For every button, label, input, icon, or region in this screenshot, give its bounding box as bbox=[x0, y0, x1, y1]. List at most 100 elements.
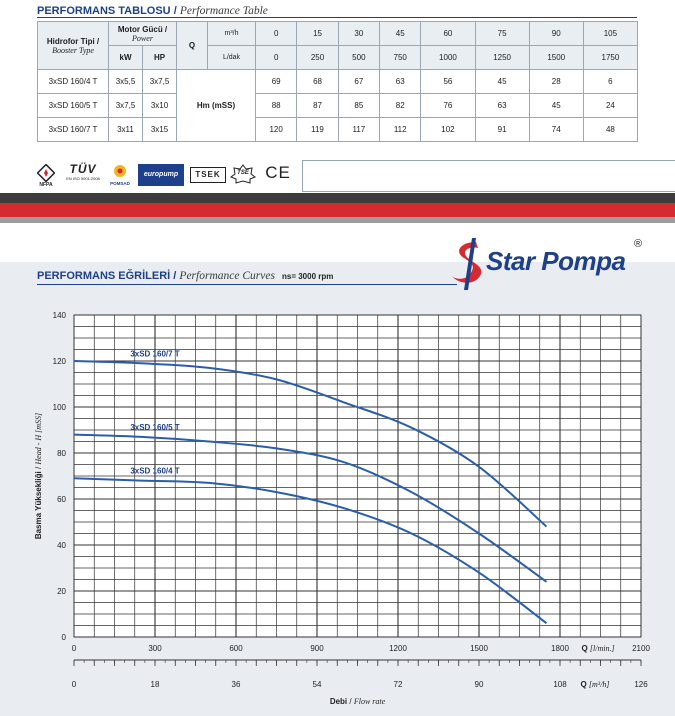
tsek-logo: TSEK bbox=[190, 167, 226, 183]
series-label: 3xSD 160/7 T bbox=[130, 349, 179, 358]
y-tick-label: 120 bbox=[53, 357, 67, 366]
row-head-cell: 76 bbox=[420, 93, 476, 118]
dark-band bbox=[0, 193, 675, 203]
row-head-cell: 91 bbox=[474, 117, 530, 142]
row-head-cell: 85 bbox=[337, 93, 381, 118]
y-tick-label: 80 bbox=[57, 449, 66, 458]
white-strip bbox=[0, 223, 675, 262]
info-box bbox=[302, 160, 675, 192]
x-tick-label-lmin: 600 bbox=[229, 644, 243, 653]
col-motor-power: Motor Gücü / Power bbox=[108, 21, 177, 46]
red-band bbox=[0, 203, 675, 217]
q-m3h-cell: 45 bbox=[379, 21, 422, 46]
row-head-cell: 56 bbox=[420, 69, 476, 94]
row-kw: 3x11 bbox=[108, 117, 143, 142]
table-header-row-1: Hidrofor Tipi / Booster Type Motor Gücü … bbox=[37, 21, 639, 70]
series-line bbox=[73, 433, 548, 583]
table-row: 3xSD 160/7 T 3x11 3x15 120 119 117 112 1… bbox=[37, 117, 639, 142]
x-tick-label-lmin: 900 bbox=[310, 644, 324, 653]
y-tick-label: 100 bbox=[53, 403, 67, 412]
row-head-cell: 69 bbox=[254, 69, 298, 94]
y-tick-label: 40 bbox=[57, 541, 66, 550]
star-pompa-logo: Star Pompa ® bbox=[446, 236, 646, 292]
q-m3h-cell: 75 bbox=[474, 21, 530, 46]
x-tick-label-m3h: 126 bbox=[634, 680, 648, 689]
x-tick-label-lmin: 1800 bbox=[551, 644, 569, 653]
ns-label: ns= 3000 rpm bbox=[281, 272, 334, 281]
row-head-cell: 117 bbox=[337, 117, 381, 142]
x-tick-label-lmin: 0 bbox=[72, 644, 77, 653]
x-tick-label-m3h: 72 bbox=[394, 680, 403, 689]
row-type: 3xSD 160/7 T bbox=[37, 117, 109, 142]
row-head-cell: 45 bbox=[528, 93, 584, 118]
x-tick-label-m3h: 108 bbox=[553, 680, 567, 689]
tuv-logo: TÜV EN ISO 9001:2008 bbox=[66, 162, 100, 181]
registered-mark: ® bbox=[634, 238, 643, 250]
x-tick-label-lmin: 300 bbox=[148, 644, 162, 653]
row-head-cell: 87 bbox=[296, 93, 339, 118]
x-tick-label-m3h: 90 bbox=[475, 680, 484, 689]
ce-logo: CE bbox=[265, 163, 291, 182]
x-tick-label-m3h: 36 bbox=[232, 680, 241, 689]
x-tick-label-lmin: 1200 bbox=[389, 644, 407, 653]
certification-logos: NFPA TÜV EN ISO 9001:2008 POMSAD europum… bbox=[30, 160, 305, 192]
y-tick-label: 60 bbox=[57, 495, 66, 504]
x-unit-m3h: Q [m³/h] bbox=[580, 680, 609, 689]
q-m3h-cell: 15 bbox=[296, 21, 339, 46]
x-unit-lmin: Q [l/min.] bbox=[581, 644, 614, 653]
series-label: 3xSD 160/4 T bbox=[130, 467, 179, 476]
star-pompa-swirl-icon bbox=[452, 238, 482, 290]
row-type: 3xSD 160/4 T bbox=[37, 69, 109, 94]
pomsad-icon bbox=[114, 165, 126, 177]
row-head-cell: 112 bbox=[379, 117, 422, 142]
row-hp: 3x10 bbox=[142, 93, 177, 118]
performance-table: Hidrofor Tipi / Booster Type Motor Gücü … bbox=[37, 21, 639, 142]
y-tick-label: 140 bbox=[53, 311, 67, 320]
row-kw: 3x5,5 bbox=[108, 69, 143, 94]
europump-logo: europump bbox=[138, 164, 184, 186]
series-label: 3xSD 160/5 T bbox=[130, 423, 179, 432]
table-row: 3xSD 160/4 T 3x5,5 3x7,5 Hm (mSS) 69 68 … bbox=[37, 69, 639, 142]
row-head-cell: 48 bbox=[582, 117, 639, 142]
performance-table-title: PERFORMANS TABLOSU / Performance Table bbox=[37, 5, 268, 17]
row-hp: 3x7,5 bbox=[142, 69, 177, 94]
hm-label: Hm (mSS) bbox=[176, 69, 256, 142]
x-axis-label: Debi / Flow rate bbox=[330, 697, 386, 706]
col-hp: HP bbox=[142, 45, 177, 70]
q-m3h-cell: 105 bbox=[582, 21, 639, 46]
q-ldak-cell: 1750 bbox=[582, 45, 639, 70]
x-tick-label-lmin: 1500 bbox=[470, 644, 488, 653]
pomsad-logo: POMSAD bbox=[106, 163, 134, 186]
row-head-cell: 74 bbox=[528, 117, 584, 142]
q-m3h-cell: 0 bbox=[254, 21, 298, 46]
y-tick-label: 0 bbox=[62, 633, 67, 642]
series-line bbox=[73, 477, 548, 625]
tse-logo: TSE bbox=[229, 164, 257, 186]
tse-badge-icon bbox=[229, 164, 257, 184]
y-tick-label: 20 bbox=[57, 587, 66, 596]
curves-title-underline bbox=[37, 284, 457, 285]
grid bbox=[74, 315, 641, 637]
brand-name: Star Pompa bbox=[486, 246, 626, 276]
nfpa-logo: NFPA bbox=[35, 163, 57, 188]
grey-band bbox=[0, 217, 675, 223]
row-head-cell: 119 bbox=[296, 117, 339, 142]
q-m3h-cell: 90 bbox=[528, 21, 584, 46]
row-hp: 3x15 bbox=[142, 117, 177, 142]
unit-m3h: m³/h bbox=[207, 21, 256, 46]
x-tick-label-m3h: 0 bbox=[72, 680, 77, 689]
unit-ldak: L/dak bbox=[207, 45, 256, 70]
row-head-cell: 102 bbox=[420, 117, 476, 142]
table-header-row-2: kW HP L/dak 0 250 500 750 1000 1250 1500… bbox=[37, 45, 639, 70]
top-section: PERFORMANS TABLOSU / Performance Table H… bbox=[0, 0, 675, 200]
row-head-cell: 120 bbox=[254, 117, 298, 142]
series-line bbox=[73, 360, 548, 528]
table-title-underline bbox=[37, 17, 637, 18]
x-tick-label-m3h: 54 bbox=[313, 680, 322, 689]
row-head-cell: 24 bbox=[582, 93, 639, 118]
y-axis-label: Basma Yüksekliği / Head - H [mSS] bbox=[34, 413, 43, 539]
performance-curves-title: PERFORMANS EĞRİLERİ / Performance Curves… bbox=[37, 270, 334, 282]
x-tick-label-m3h: 18 bbox=[151, 680, 160, 689]
q-m3h-cell: 60 bbox=[420, 21, 476, 46]
